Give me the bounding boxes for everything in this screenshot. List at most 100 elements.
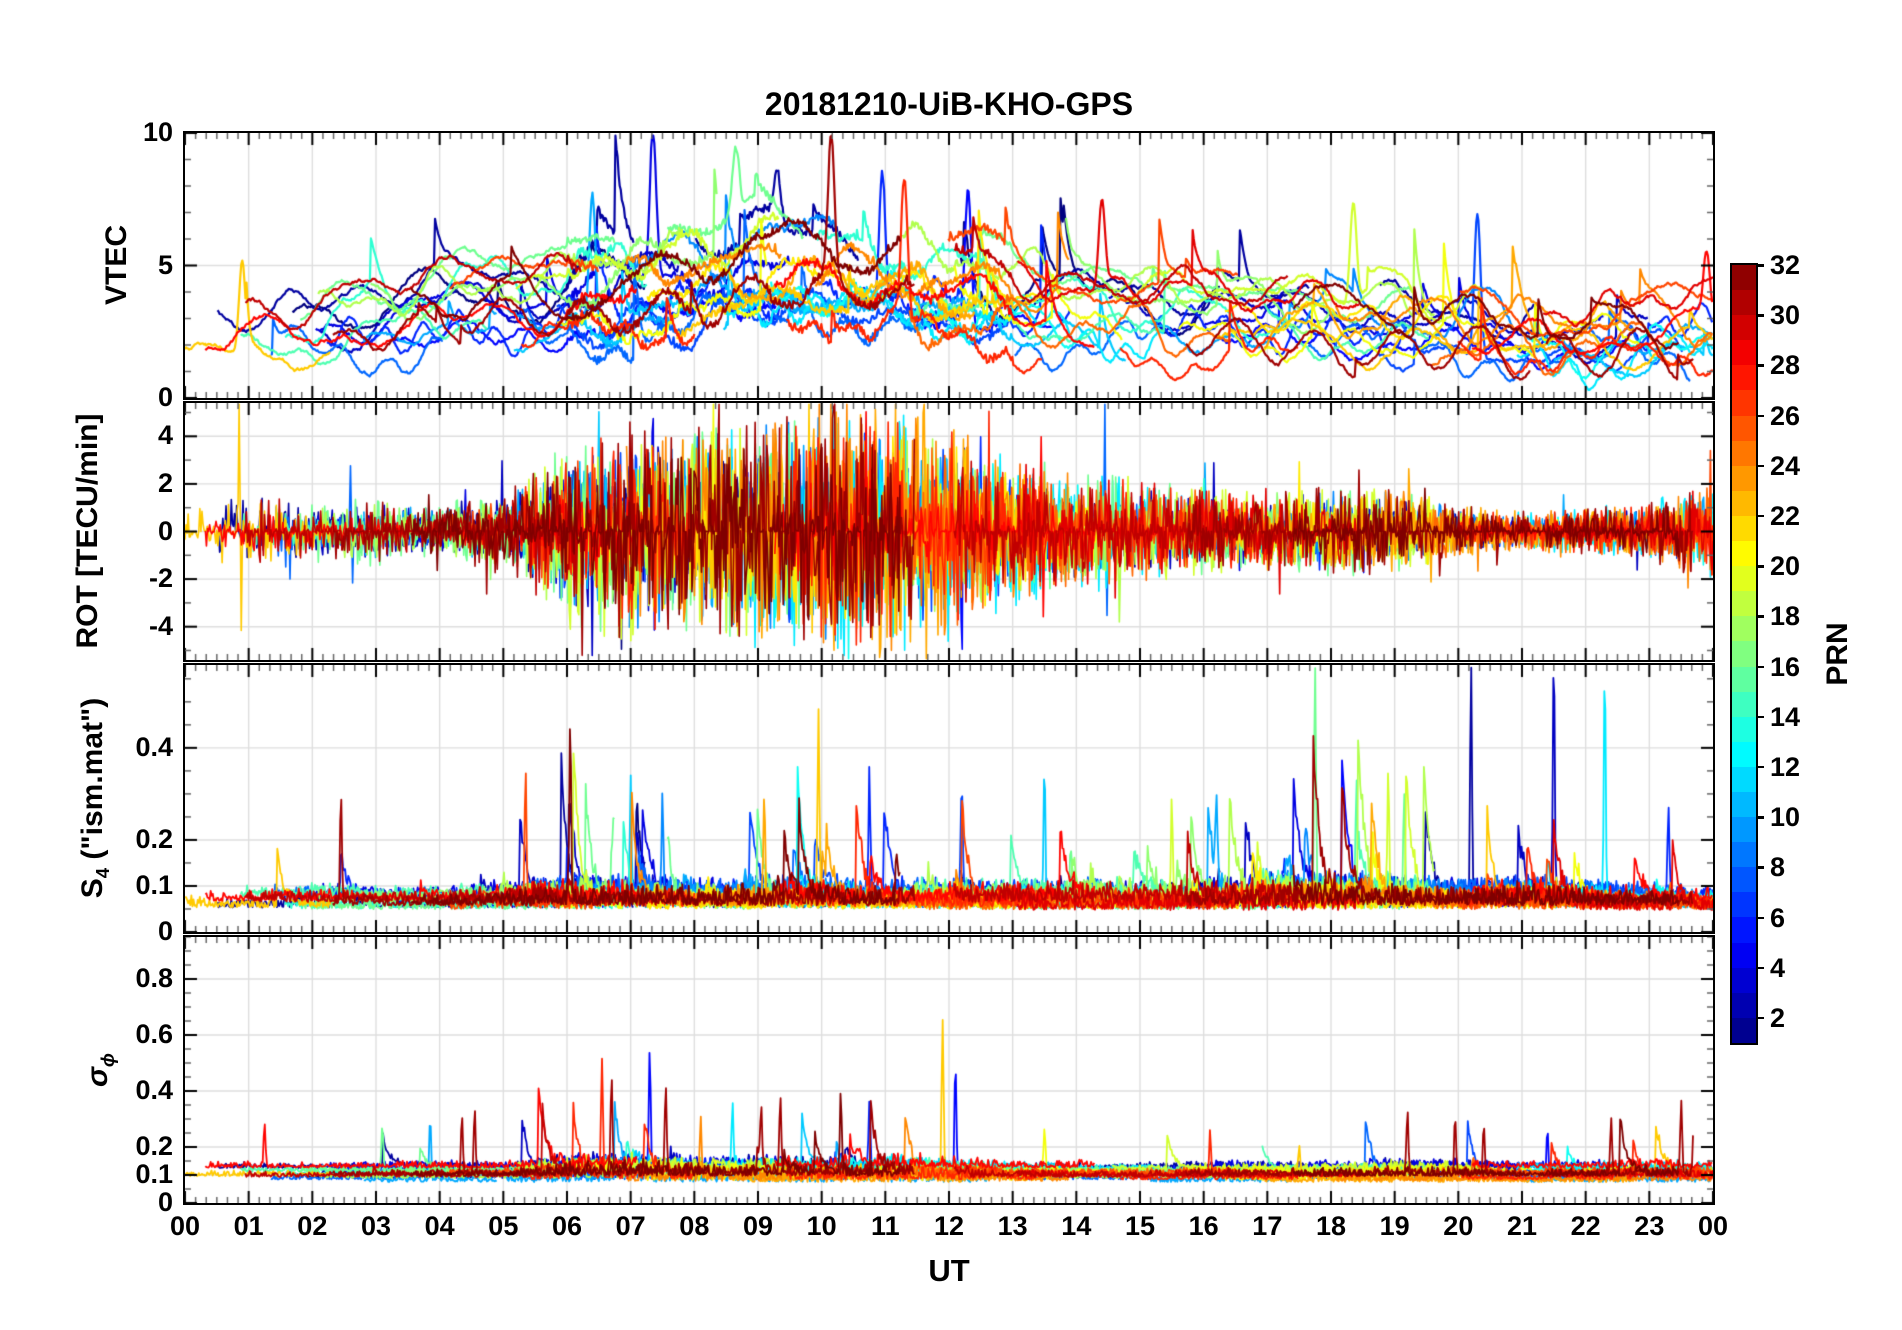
x-tick-label: 17 xyxy=(1252,1211,1283,1241)
colorbar-tick-label: 28 xyxy=(1770,350,1801,381)
x-tick-label: 16 xyxy=(1188,1211,1219,1241)
colorbar-tick-label: 4 xyxy=(1770,952,1786,983)
y-tick-label: 10 xyxy=(142,117,173,147)
y-tick-label: 0.6 xyxy=(135,1019,173,1049)
y-tick-label: 0.1 xyxy=(135,869,173,900)
panel-canvas-vtec xyxy=(185,133,1713,398)
x-tick-label: 10 xyxy=(806,1211,837,1241)
colorbar-tick-mark xyxy=(1756,866,1764,869)
colorbar-tick-mark xyxy=(1756,514,1764,518)
colorbar-tick-mark xyxy=(1756,364,1764,367)
y-axis-label-vtec: VTEC xyxy=(100,224,133,306)
y-tick-label: 4 xyxy=(157,420,173,451)
y-tick-label: 0.8 xyxy=(135,963,173,993)
panel-canvas-rot xyxy=(185,403,1713,660)
colorbar-tick-label: 30 xyxy=(1770,300,1801,331)
sigma-symbol: σ xyxy=(81,1067,114,1088)
colorbar-step xyxy=(1732,766,1756,792)
x-axis-label: UT xyxy=(928,1253,970,1288)
y-tick-label: 2 xyxy=(157,467,173,498)
x-tick-label: 12 xyxy=(933,1211,965,1241)
x-tick-label: 09 xyxy=(742,1211,774,1241)
x-tick-label: 15 xyxy=(1124,1211,1156,1241)
panel-canvas-sigma_phi xyxy=(185,937,1713,1203)
y-tick-label: 5 xyxy=(157,249,173,280)
colorbar-step xyxy=(1732,290,1756,316)
colorbar-step xyxy=(1732,892,1756,918)
colorbar-step xyxy=(1732,315,1756,341)
x-tick-label: 20 xyxy=(1443,1211,1474,1241)
y-tick-label: 0 xyxy=(157,382,173,412)
colorbar-step xyxy=(1732,265,1756,291)
colorbar-step xyxy=(1732,791,1756,818)
y-axis-label-s4: S4 ("ism.mat") xyxy=(76,698,114,899)
x-tick-label: 00 xyxy=(1697,1211,1729,1241)
x-tick-label: 13 xyxy=(997,1211,1028,1241)
colorbar-tick-label: 12 xyxy=(1770,751,1801,782)
colorbar-tick-label: 14 xyxy=(1770,701,1801,732)
colorbar-step xyxy=(1732,716,1756,742)
phi-subscript: ϕ xyxy=(97,1052,118,1068)
panel-canvas-s4 xyxy=(185,665,1713,932)
colorbar-tick-mark xyxy=(1756,414,1764,418)
colorbar-step xyxy=(1732,340,1756,366)
x-tick-label: 06 xyxy=(551,1211,583,1241)
colorbar-label: PRN xyxy=(1821,622,1854,686)
colorbar-tick-label: 24 xyxy=(1770,450,1801,481)
x-tick-label: 22 xyxy=(1570,1211,1601,1241)
colorbar-step xyxy=(1732,566,1756,592)
colorbar-tick-label: 26 xyxy=(1770,400,1801,431)
x-tick-label: 18 xyxy=(1315,1211,1347,1241)
colorbar xyxy=(1730,263,1758,1045)
x-tick-label: 05 xyxy=(488,1211,519,1241)
colorbar-tick-mark xyxy=(1756,464,1764,468)
colorbar-step xyxy=(1732,842,1756,868)
x-tick-label: 19 xyxy=(1379,1211,1410,1241)
chart-title: 20181210-UiB-KHO-GPS xyxy=(764,86,1134,122)
colorbar-step xyxy=(1732,515,1756,542)
x-tick-label: 11 xyxy=(871,1211,900,1241)
colorbar-step xyxy=(1732,967,1756,993)
colorbar-step xyxy=(1732,867,1756,893)
colorbar-tick-mark xyxy=(1756,916,1764,920)
s4-suffix: ("ism.mat") xyxy=(76,697,109,868)
colorbar-step xyxy=(1732,440,1756,466)
x-tick-label: 23 xyxy=(1634,1211,1665,1241)
colorbar-tick-mark xyxy=(1756,314,1764,317)
colorbar-tick-label: 16 xyxy=(1770,651,1801,682)
colorbar-tick-label: 10 xyxy=(1770,802,1801,833)
colorbar-tick-label: 2 xyxy=(1770,1002,1786,1033)
colorbar-tick-label: 8 xyxy=(1770,852,1786,883)
colorbar-tick-mark xyxy=(1756,565,1764,568)
colorbar-tick-mark xyxy=(1756,1016,1764,1020)
colorbar-step xyxy=(1732,817,1756,843)
y-axis-label-rot: ROT [TECU/min] xyxy=(71,413,104,649)
colorbar-step xyxy=(1732,666,1756,692)
colorbar-step xyxy=(1732,992,1756,1018)
colorbar-step xyxy=(1732,741,1756,767)
colorbar-tick-mark xyxy=(1756,665,1764,669)
y-tick-label: 0 xyxy=(157,515,173,546)
y-tick-label: 0.2 xyxy=(135,1131,173,1161)
colorbar-step xyxy=(1732,917,1756,943)
x-tick-label: 02 xyxy=(297,1211,328,1241)
y-axis-label-sigma-phi: σϕ xyxy=(81,1053,119,1087)
colorbar-tick-mark xyxy=(1756,715,1764,719)
colorbar-step xyxy=(1732,490,1756,516)
y-tick-label: 0.1 xyxy=(135,1159,173,1189)
x-tick-label: 01 xyxy=(233,1211,264,1241)
y-tick-label: -4 xyxy=(148,610,173,641)
colorbar-tick-label: 6 xyxy=(1770,902,1786,933)
y-tick-label: 0.4 xyxy=(135,1075,173,1105)
colorbar-step xyxy=(1732,691,1756,717)
x-tick-label: 21 xyxy=(1506,1211,1538,1241)
colorbar-tick-label: 20 xyxy=(1770,551,1801,582)
colorbar-tick-label: 18 xyxy=(1770,601,1801,632)
y-tick-label: 0 xyxy=(157,916,173,946)
colorbar-step xyxy=(1732,1017,1756,1043)
colorbar-tick-mark xyxy=(1756,615,1764,618)
x-tick-label: 07 xyxy=(615,1211,646,1241)
s4-symbol: S xyxy=(76,878,109,899)
colorbar-tick-mark xyxy=(1756,264,1764,267)
